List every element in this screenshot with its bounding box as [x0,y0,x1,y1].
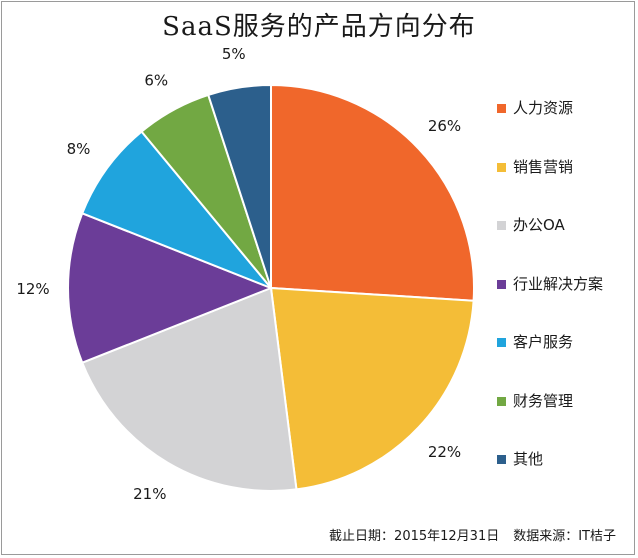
footer-source: 数据来源：IT桔子 [513,529,616,544]
pie-slice [67,211,274,365]
legend-item: 财务管理 [497,392,603,451]
legend-item: 客户服务 [497,333,603,392]
legend-swatch [497,162,506,172]
legend-swatch [497,221,506,230]
legend-item: 行业解决方案 [497,275,603,334]
slice-value-label: 6% [144,71,168,89]
slice-value-label: 5% [222,45,246,63]
legend-label: 财务管理 [513,391,574,410]
slice-value-label: 22% [428,443,461,461]
footer-date: 截止日期：2015年12月31日 [329,529,500,544]
legend-label: 人力资源 [513,99,574,117]
legend-label: 办公OA [513,216,565,234]
legend-item: 办公OA [497,216,603,275]
legend-label: 客户服务 [513,333,574,351]
slice-value-label: 26% [428,117,461,135]
legend-item: 销售营销 [497,158,603,217]
legend-swatch [497,455,506,464]
chart-footer: 截止日期：2015年12月31日 数据来源：IT桔子 [329,525,616,544]
legend-label: 销售营销 [513,157,574,176]
legend-item: 人力资源 [497,99,603,158]
legend-label: 行业解决方案 [513,274,604,293]
legend-label: 其他 [513,450,544,468]
chart-title: SaaS服务的产品方向分布 [162,12,476,42]
legend-swatch [497,338,506,347]
pie-slice [269,286,475,491]
slice-value-label: 8% [67,140,91,158]
legend-swatch [497,279,506,289]
pie-slice [270,83,475,302]
slice-value-label: 21% [133,485,166,503]
legend-swatch [497,104,506,113]
pie-slice [207,83,272,289]
legend-item: 其他 [497,450,603,509]
slice-value-label: 12% [16,280,49,298]
chart-legend: 人力资源销售营销办公OA 行业解决方案 客户服务财务管理其他 [497,99,603,509]
legend-swatch [497,396,506,406]
pie-slice [80,286,298,492]
pie-slice [80,130,272,289]
